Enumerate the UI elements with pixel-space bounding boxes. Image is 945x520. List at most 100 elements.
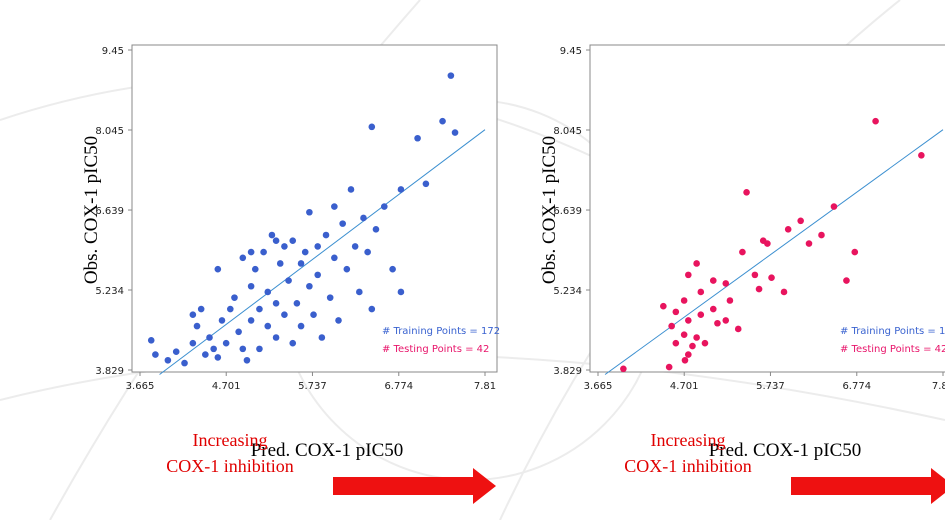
data-point: [264, 288, 272, 296]
data-point: [227, 305, 234, 313]
annotation: Increasing: [651, 430, 726, 450]
data-point: [620, 365, 627, 373]
y-tick-label: 6.639: [95, 206, 124, 217]
data-point: [268, 231, 276, 239]
data-point: [306, 208, 313, 216]
data-point: [722, 280, 730, 287]
data-point: [314, 243, 322, 250]
data-point: [310, 311, 317, 319]
data-point: [797, 217, 804, 225]
data-point: [301, 248, 309, 256]
data-point: [181, 359, 188, 367]
data-point: [851, 248, 859, 256]
arrow: [791, 468, 945, 504]
data-point: [318, 334, 326, 341]
x-tick-label: 6.774: [842, 381, 871, 392]
legend-entry: # Testing Points = 42: [382, 344, 489, 355]
data-point: [680, 331, 688, 338]
data-point: [326, 294, 334, 301]
data-point: [672, 339, 680, 347]
data-point: [668, 322, 675, 330]
data-point: [172, 348, 180, 356]
data-point: [189, 339, 197, 347]
data-point: [784, 226, 792, 233]
x-tick-label: 4.701: [212, 381, 241, 392]
y-tick-label: 5.234: [553, 286, 582, 297]
data-point: [755, 285, 763, 293]
y-tick-label: 3.829: [553, 366, 582, 377]
annotation: COX-1 inhibition: [166, 456, 294, 476]
data-point: [368, 305, 376, 313]
data-point: [239, 345, 247, 353]
data-point: [351, 243, 359, 250]
data-point: [768, 274, 775, 282]
data-point: [818, 231, 825, 239]
data-point: [202, 351, 209, 358]
data-point: [247, 282, 255, 290]
data-point: [356, 288, 363, 296]
data-point: [222, 339, 230, 347]
data-point: [389, 265, 396, 273]
data-point: [422, 180, 430, 188]
data-point: [152, 351, 159, 358]
data-point: [193, 322, 201, 330]
data-point: [780, 288, 788, 296]
data-point: [709, 277, 717, 284]
data-point: [247, 248, 255, 256]
data-point: [697, 288, 705, 296]
annotation: COX-1 inhibition: [624, 456, 752, 476]
data-point: [272, 237, 280, 245]
fit-line: [604, 129, 944, 375]
arrow: [333, 468, 496, 504]
data-point: [260, 248, 267, 256]
data-point: [397, 288, 405, 296]
data-point: [164, 356, 172, 364]
data-point: [297, 322, 305, 330]
annotation: Increasing: [193, 430, 268, 450]
data-point: [918, 152, 925, 159]
data-point: [206, 334, 213, 341]
data-point: [293, 300, 301, 307]
x-tick-label: 3.665: [126, 381, 155, 392]
legend-entry: # Training Points = 172: [840, 326, 945, 337]
data-point: [189, 311, 197, 319]
data-point: [218, 317, 226, 324]
data-point: [681, 356, 689, 364]
data-point: [697, 311, 705, 319]
data-point: [734, 325, 742, 333]
y-tick-label: 8.045: [95, 126, 124, 137]
data-point: [372, 226, 380, 233]
data-point: [672, 308, 680, 316]
data-point: [709, 305, 717, 313]
data-point: [231, 294, 238, 301]
data-point: [360, 214, 367, 222]
y-tick-label: 8.045: [553, 126, 582, 137]
data-point: [830, 203, 838, 210]
data-point: [685, 271, 692, 279]
data-point: [701, 339, 709, 347]
y-tick-label: 5.234: [95, 286, 124, 297]
data-point: [331, 254, 338, 262]
legend-entry: # Testing Points = 42: [840, 344, 945, 355]
data-point: [722, 317, 730, 324]
data-point: [297, 260, 305, 267]
x-tick-label: 5.737: [756, 381, 785, 392]
data-point: [339, 220, 346, 227]
data-point: [281, 311, 288, 319]
data-point: [665, 363, 673, 371]
x-tick-label: 7.81: [474, 381, 496, 392]
x-axis-title: Pred. COX-1 pIC50: [251, 440, 404, 461]
x-tick-label: 5.737: [298, 381, 327, 392]
data-point: [331, 203, 338, 210]
data-point: [343, 265, 351, 273]
data-point: [743, 189, 750, 196]
data-point: [210, 345, 217, 353]
data-point: [872, 117, 879, 125]
data-point: [739, 248, 746, 256]
data-point: [726, 297, 734, 304]
data-point: [264, 322, 272, 330]
data-point: [685, 351, 692, 358]
data-point: [680, 297, 688, 304]
